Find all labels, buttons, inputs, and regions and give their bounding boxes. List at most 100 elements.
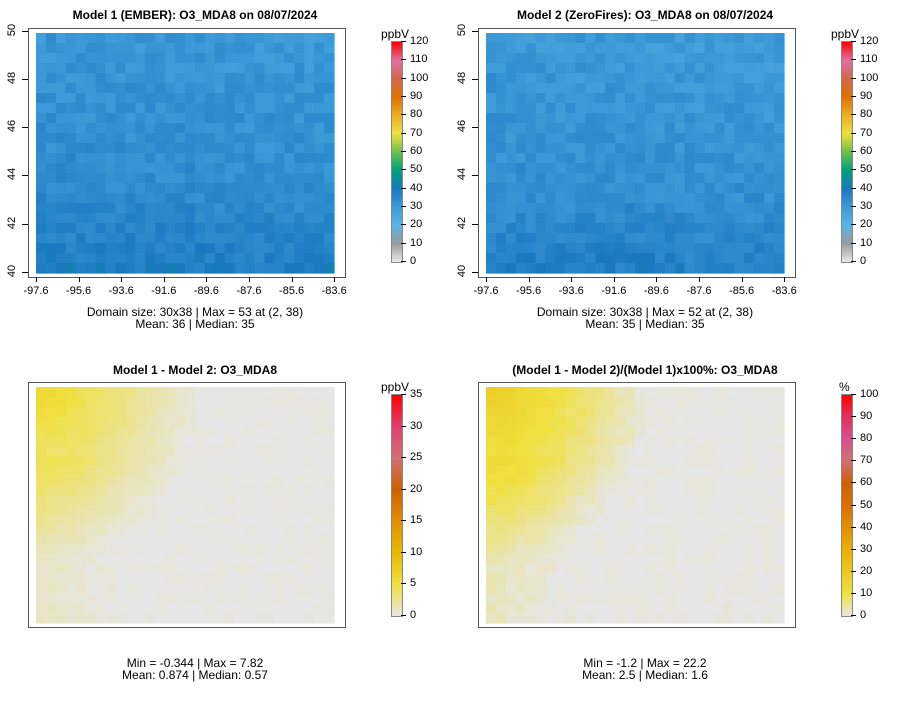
grid-cell — [274, 495, 285, 506]
grid-cell — [304, 73, 315, 84]
grid-cell — [274, 573, 285, 585]
grid-cell — [505, 263, 517, 274]
grid-cell — [55, 505, 67, 516]
grid-cell — [224, 243, 236, 254]
grid-cell — [36, 213, 47, 224]
grid-cell — [694, 63, 706, 74]
grid-cell — [565, 163, 576, 174]
grid-cell — [324, 253, 335, 264]
grid-cell — [294, 406, 305, 418]
grid-cell — [194, 564, 206, 575]
grid-cell — [764, 514, 775, 526]
colorbar-tick-label: 0 — [860, 255, 867, 267]
grid-cell — [85, 524, 97, 536]
grid-cell — [525, 263, 537, 274]
grid-cell — [224, 123, 236, 134]
grid-cell — [185, 33, 196, 44]
panel-title: Model 1 (EMBER): O3_MDA8 on 08/07/2024 — [72, 8, 318, 22]
grid-cell — [145, 593, 156, 604]
grid-cell — [486, 113, 497, 124]
colorbar-tick-label: 35 — [410, 388, 423, 400]
grid-cell — [505, 564, 517, 575]
grid-cell — [214, 544, 226, 555]
grid-cell — [714, 495, 725, 506]
grid-cell — [165, 593, 176, 604]
grid-cell — [115, 544, 126, 555]
grid-cell — [595, 505, 606, 516]
colorbar-tick-mark — [401, 583, 406, 585]
grid-cell — [175, 455, 186, 467]
x-tick-label: -91.6 — [151, 285, 177, 297]
colorbar-tick-label: 100 — [410, 71, 429, 84]
grid-cell — [704, 485, 716, 496]
grid-cell — [65, 133, 77, 144]
grid-cell — [615, 93, 626, 104]
grid-cell — [55, 193, 67, 204]
grid-cell — [244, 193, 256, 204]
grid-cell — [145, 93, 156, 104]
grid-cell — [486, 73, 497, 84]
colorbar-tick-mark — [401, 114, 406, 116]
grid-cell — [605, 554, 616, 565]
grid-cell — [165, 396, 176, 408]
grid-cell — [55, 93, 67, 104]
grid-cell — [165, 505, 176, 516]
grid-cell — [714, 603, 725, 614]
grid-cell — [724, 183, 735, 194]
grid-cell — [264, 524, 275, 536]
grid-cell — [515, 564, 527, 575]
grid-cell — [224, 554, 236, 565]
grid-cell — [684, 573, 696, 585]
grid-cell — [595, 603, 606, 614]
grid-cell — [555, 33, 567, 44]
grid-cell — [605, 153, 616, 164]
grid-cell — [155, 133, 166, 144]
colorbar-tick-mark — [851, 504, 856, 506]
grid-cell — [55, 583, 67, 595]
grid-cell — [185, 133, 196, 144]
grid-cell — [615, 514, 626, 526]
x-tick-mark — [528, 277, 530, 282]
grid-cell — [605, 534, 616, 545]
grid-cell — [55, 73, 67, 84]
grid-cell — [125, 213, 136, 224]
grid-cell — [85, 43, 97, 54]
grid-cell — [55, 406, 67, 418]
grid-cell — [615, 193, 626, 204]
grid-cell — [684, 253, 696, 264]
grid-cell — [105, 63, 117, 74]
grid-cell — [324, 593, 335, 604]
grid-cell — [125, 43, 136, 54]
grid-cell — [135, 455, 146, 467]
grid-cell — [744, 123, 755, 134]
grid-cell — [764, 603, 775, 614]
grid-cell — [555, 387, 567, 398]
grid-cell — [135, 416, 146, 427]
grid-cell — [635, 123, 646, 134]
grid-cell — [635, 53, 646, 64]
grid-cell — [635, 534, 646, 545]
grid-cell — [585, 203, 596, 214]
grid-cell — [284, 514, 295, 526]
grid-cell — [486, 465, 497, 477]
grid-cell — [535, 143, 547, 154]
grid-cell — [644, 53, 656, 64]
grid-cell — [175, 113, 186, 124]
grid-cell — [95, 223, 107, 234]
grid-cell — [505, 223, 517, 234]
grid-cell — [495, 53, 507, 64]
grid-cell — [105, 263, 117, 274]
colorbar-tick-mark — [401, 59, 406, 61]
grid-cell — [115, 387, 126, 398]
grid-cell — [264, 583, 275, 595]
grid-cell — [284, 73, 295, 84]
grid-cell — [754, 436, 765, 447]
grid-cell — [664, 396, 676, 408]
grid-cell — [135, 263, 146, 274]
grid-cell — [155, 83, 166, 94]
grid-cell — [145, 263, 156, 274]
grid-cell — [294, 544, 305, 555]
grid-cell — [704, 544, 716, 555]
colorbar-tick-mark — [851, 114, 856, 116]
grid-cell — [115, 573, 126, 585]
